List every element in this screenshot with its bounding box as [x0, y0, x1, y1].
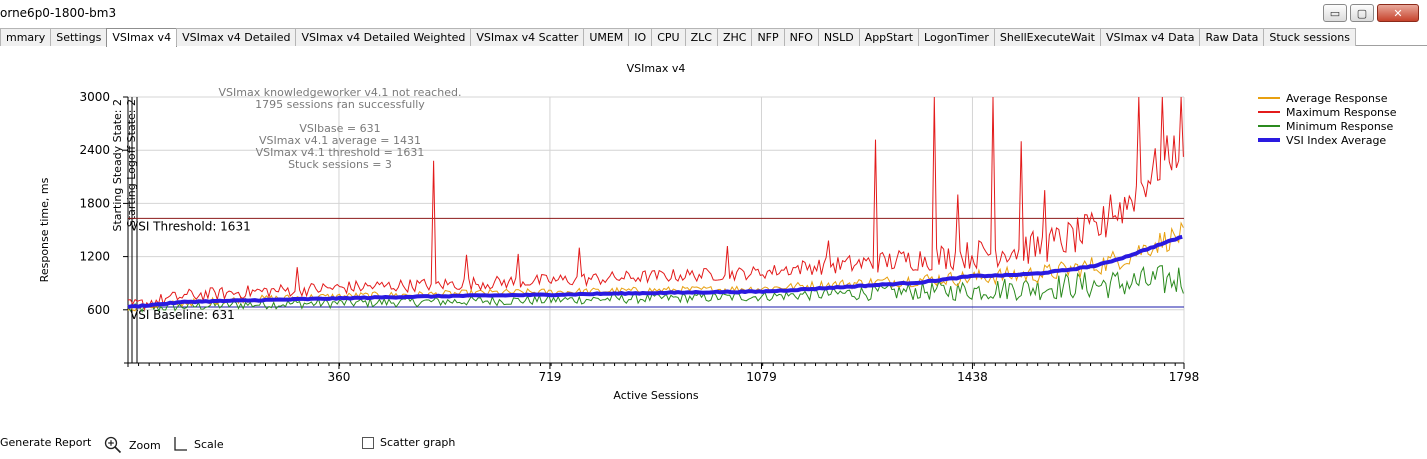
- y-tick-label: 600: [87, 303, 110, 317]
- scale-label: Scale: [194, 437, 224, 451]
- chart-legend: Average Response Maximum Response Minimum …: [1258, 91, 1397, 147]
- vsimax-chart: 600 1200 1800 2400 3000 360 719 1079 1438 1798 VSI…: [0, 47, 1427, 417]
- axis-corner-icon: [174, 437, 187, 451]
- x-tick-label: 360: [328, 370, 351, 384]
- x-tick-label: 719: [538, 370, 561, 384]
- y-tick-label: 3000: [79, 90, 110, 104]
- zoom-button[interactable]: Zoom: [104, 436, 161, 454]
- tab-appstart[interactable]: AppStart: [858, 28, 920, 46]
- tab-logontimer[interactable]: LogonTimer: [918, 28, 995, 46]
- legend-swatch: [1258, 97, 1280, 99]
- steady-state-label: Starting Steady State: 2: [111, 99, 124, 232]
- tab-nfp[interactable]: NFP: [751, 28, 785, 46]
- generate-report-button[interactable]: Generate Report: [0, 436, 91, 449]
- tab-vsimax-v4-detailed-weighted[interactable]: VSImax v4 Detailed Weighted: [295, 28, 472, 46]
- y-tick-label: 1200: [79, 250, 110, 264]
- tab-raw-data[interactable]: Raw Data: [1199, 28, 1265, 46]
- y-axis-label: Response time, ms: [38, 177, 51, 282]
- legend-label: VSI Index Average: [1286, 133, 1387, 147]
- chart-svg: 600 1200 1800 2400 3000 360 719 1079 1438 1798 VSI…: [38, 62, 1200, 402]
- series-line: [127, 96, 1184, 311]
- vsimax-threshold-text: VSImax v4.1 threshold = 1631: [255, 146, 425, 159]
- chart-title: VSImax v4: [627, 62, 686, 75]
- threshold-label: VSI Threshold: 1631: [130, 219, 251, 233]
- baseline-label: VSI Baseline: 631: [130, 308, 235, 322]
- legend-swatch: [1258, 138, 1280, 142]
- legend-item: VSI Index Average: [1258, 133, 1397, 147]
- tab-list: mmary Settings VSImax v4 VSImax v4 Detailed…: [0, 28, 1356, 47]
- stuck-sessions-text: Stuck sessions = 3: [288, 158, 392, 171]
- legend-item: Maximum Response: [1258, 105, 1397, 119]
- tab-strip: mmary Settings VSImax v4 VSImax v4 Detailed…: [0, 28, 1427, 47]
- tab-settings[interactable]: Settings: [50, 28, 108, 46]
- window-controls: ▭ ▢ ✕: [1323, 4, 1419, 22]
- tab-cpu[interactable]: CPU: [651, 28, 686, 46]
- maximize-button[interactable]: ▢: [1350, 4, 1374, 22]
- x-tick-label: 1798: [1169, 370, 1200, 384]
- scatter-graph-label: Scatter graph: [380, 436, 456, 449]
- title-bar: orne6p0-1800-bm3 ▭ ▢ ✕: [0, 0, 1427, 28]
- legend-label: Average Response: [1286, 91, 1388, 105]
- footer-toolbar: Generate Report Zoom Scale Scatter graph: [0, 432, 1427, 456]
- x-tick-label: 1438: [957, 370, 988, 384]
- magnifier-plus-icon: [104, 436, 122, 454]
- window-title: orne6p0-1800-bm3: [0, 6, 117, 20]
- scatter-graph-checkbox-box[interactable]: [362, 436, 374, 449]
- scatter-graph-checkbox[interactable]: Scatter graph: [362, 436, 455, 449]
- y-tick-label: 1800: [79, 196, 110, 210]
- vsibase-text: VSIbase = 631: [299, 122, 381, 135]
- legend-item: Average Response: [1258, 91, 1397, 105]
- tab-zlc[interactable]: ZLC: [684, 28, 718, 46]
- tab-stuck-sessions[interactable]: Stuck sessions: [1263, 28, 1356, 46]
- legend-swatch: [1258, 111, 1280, 113]
- tab-nfo[interactable]: NFO: [783, 28, 819, 46]
- x-axis-label: Active Sessions: [613, 389, 698, 402]
- zoom-label: Zoom: [129, 438, 161, 452]
- x-tick-label: 1079: [746, 370, 777, 384]
- vsimax-average-text: VSImax v4.1 average = 1431: [259, 134, 421, 147]
- tab-vsimax-v4-detailed[interactable]: VSImax v4 Detailed: [176, 28, 297, 46]
- legend-label: Minimum Response: [1286, 119, 1394, 133]
- y-tick-label: 2400: [79, 143, 110, 157]
- tab-vsimax-v4-data[interactable]: VSImax v4 Data: [1099, 28, 1201, 46]
- not-reached-text: VSImax knowledgeworker v4.1 not reached.: [218, 86, 462, 99]
- logoff-state-label: Starting Logoff State: 2: [125, 99, 138, 227]
- legend-label: Maximum Response: [1286, 105, 1397, 119]
- tab-vsimax-v4[interactable]: VSImax v4: [106, 28, 178, 47]
- tab-mmary[interactable]: mmary: [0, 28, 52, 46]
- tab-nsld[interactable]: NSLD: [817, 28, 860, 46]
- vsi-index-average-line: [127, 234, 1183, 310]
- tab-io[interactable]: IO: [628, 28, 653, 46]
- close-button[interactable]: ✕: [1377, 4, 1419, 22]
- sessions-ok-text: 1795 sessions ran successfully: [255, 98, 425, 111]
- tab-shellexecutewait[interactable]: ShellExecuteWait: [993, 28, 1101, 46]
- vsimax-summary: VSImax knowledgeworker v4.1 not reached.…: [200, 87, 480, 171]
- generate-report-label: Generate Report: [0, 436, 92, 449]
- scale-button[interactable]: Scale: [172, 436, 224, 452]
- legend-item: Minimum Response: [1258, 119, 1397, 133]
- minimize-button[interactable]: ▭: [1323, 4, 1347, 22]
- legend-swatch: [1258, 125, 1280, 127]
- tab-zhc[interactable]: ZHC: [716, 28, 753, 46]
- tab-vsimax-v4-scatter[interactable]: VSImax v4 Scatter: [470, 28, 585, 46]
- tab-umem[interactable]: UMEM: [583, 28, 630, 46]
